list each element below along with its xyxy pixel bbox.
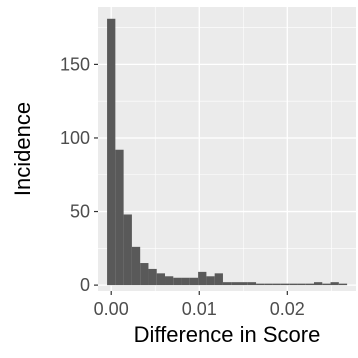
- histogram-bar: [330, 282, 339, 286]
- histogram-bar: [264, 283, 273, 286]
- histogram-bar: [297, 283, 306, 286]
- histogram-bars: [107, 18, 348, 286]
- histogram-bar: [115, 149, 124, 286]
- x-axis-title: Difference in Score: [134, 322, 321, 347]
- histogram-bar: [206, 276, 215, 286]
- histogram-bar: [140, 263, 149, 286]
- histogram-bar: [222, 282, 232, 286]
- histogram-bar: [322, 283, 331, 286]
- histogram-bar: [272, 283, 281, 286]
- histogram-bar: [173, 277, 182, 286]
- histogram-bar: [305, 283, 314, 286]
- histogram-bar: [256, 283, 265, 286]
- histogram-bar: [198, 271, 207, 286]
- histogram-bar: [214, 273, 223, 286]
- histogram-bar: [239, 282, 248, 286]
- histogram-bar: [131, 246, 141, 286]
- histogram-bar: [289, 283, 298, 286]
- histogram-bar: [280, 283, 290, 286]
- x-tick-label: 0.01: [182, 299, 217, 319]
- histogram-bar: [107, 18, 116, 286]
- x-tick-label: 0.02: [270, 299, 305, 319]
- histogram-bar: [313, 282, 323, 286]
- histogram-bar: [247, 282, 257, 286]
- y-tick-label: 0: [80, 275, 90, 295]
- histogram-bar: [231, 282, 240, 286]
- histogram-bar: [338, 283, 348, 286]
- y-axis-title: Incidence: [10, 102, 35, 196]
- y-axis: 0 50 100 150: [60, 54, 98, 295]
- y-tick-label: 100: [60, 128, 90, 148]
- minor-gridlines: [98, 7, 356, 291]
- x-tick-label: 0.00: [94, 299, 129, 319]
- histogram-bar: [156, 273, 166, 286]
- y-tick-label: 50: [70, 202, 90, 222]
- x-axis: 0.00 0.01 0.02: [94, 291, 305, 319]
- histogram-bar: [123, 214, 132, 286]
- histogram-bar: [165, 276, 174, 286]
- y-tick-label: 150: [60, 54, 90, 74]
- histogram-bar: [189, 277, 199, 286]
- panel-background: [98, 7, 356, 291]
- histogram-bar: [181, 277, 190, 286]
- histogram-bar: [148, 268, 157, 286]
